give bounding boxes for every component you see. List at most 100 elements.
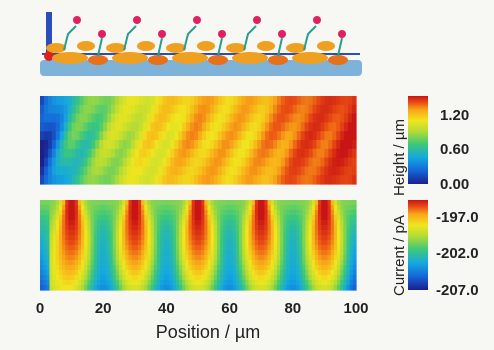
bottom-heatmap-cell — [58, 220, 63, 226]
top-heatmap-cell — [340, 148, 345, 159]
top-heatmap-cell — [229, 166, 235, 176]
bottom-heatmap-cell — [71, 210, 76, 216]
bottom-heatmap-cell — [292, 270, 297, 276]
bottom-heatmap-cell — [343, 205, 348, 211]
bottom-heatmap-cell — [163, 250, 167, 256]
bottom-heatmap-cell — [299, 240, 303, 246]
top-heatmap-cell — [352, 104, 357, 115]
bottom-heatmap-cell — [258, 285, 262, 291]
bottom-heatmap-cell — [204, 235, 209, 241]
bottom-heatmap-cell — [235, 260, 240, 266]
bottom-heatmap-cell — [172, 280, 177, 286]
bottom-heatmap-cell — [210, 250, 215, 256]
bottom-heatmap-cell — [302, 245, 307, 251]
top-heatmap-cell — [348, 96, 353, 106]
top-heatmap-cell — [107, 96, 112, 106]
bottom-heatmap-cell — [311, 220, 316, 226]
bottom-heatmap-cell — [122, 225, 126, 231]
top-heatmap-cell — [348, 113, 353, 123]
bottom-heatmap-cell — [169, 270, 174, 276]
bottom-heatmap-cell — [349, 250, 354, 256]
bottom-heatmap-cell — [49, 220, 54, 226]
bottom-heatmap-cell — [327, 280, 332, 286]
top-heatmap-cell — [229, 148, 235, 159]
top-heatmap-cell — [91, 148, 96, 159]
bottom-heatmap-cell — [248, 220, 253, 226]
bottom-heatmap-cell — [65, 235, 70, 241]
top-heatmap-cell — [198, 166, 203, 176]
bottom-heatmap-cell — [100, 285, 104, 291]
bottom-heatmap-cell — [229, 205, 234, 211]
bottom-heatmap-cell — [144, 280, 149, 286]
bottom-heatmap-cell — [204, 225, 209, 231]
bottom-heatmap-cell — [68, 255, 73, 261]
bottom-heatmap-cell — [115, 270, 120, 276]
bottom-heatmap-cell — [112, 205, 117, 211]
bottom-heatmap-cell — [65, 255, 70, 261]
bottom-heatmap-cell — [100, 235, 104, 241]
bottom-heatmap-cell — [74, 230, 79, 236]
bottom-heatmap-cell — [349, 210, 354, 216]
bottom-heatmap-cell — [40, 275, 44, 281]
bottom-heatmap-cell — [74, 265, 79, 271]
bottom-heatmap-cell — [84, 240, 88, 246]
bottom-heatmap-cell — [273, 230, 278, 236]
top-heatmap-cell — [79, 122, 85, 132]
bottom-heatmap-cell — [77, 220, 82, 226]
bottom-heatmap-cell — [125, 220, 130, 226]
top-heatmap-cell — [209, 157, 215, 167]
bottom-heatmap-cell — [220, 255, 224, 261]
bottom-heatmap-cell — [166, 225, 171, 231]
bottom-heatmap-cell — [65, 280, 70, 286]
bottom-heatmap-cell — [299, 255, 303, 261]
bottom-heatmap-cell — [280, 250, 284, 256]
top-heatmap-cell — [154, 131, 160, 141]
bottom-heatmap-cell — [137, 285, 142, 291]
bottom-heatmap-cell — [318, 200, 322, 206]
top-heatmap-cell — [138, 148, 144, 159]
bottom-heatmap-cell — [254, 200, 259, 206]
top-heatmap-cell — [51, 131, 57, 141]
bottom-heatmap-cell — [232, 285, 237, 291]
top-heatmap-cell — [95, 104, 100, 115]
bottom-heatmap-cell — [93, 280, 98, 286]
bottom-heatmap-cell — [141, 220, 145, 226]
top-heatmap-cell — [304, 175, 310, 185]
bottom-heatmap-cell — [160, 235, 164, 241]
top-heatmap-cell — [292, 113, 298, 123]
bottom-heatmap-cell — [248, 245, 253, 251]
top-heatmap-cell — [186, 104, 191, 115]
top-heatmap-cell — [348, 122, 353, 132]
bottom-heatmap-cell — [46, 215, 51, 221]
bottom-heatmap-cell — [182, 250, 186, 256]
top-heatmap-cell — [87, 113, 92, 123]
top-heatmap-cell — [328, 157, 333, 167]
bottom-heatmap-cell — [74, 260, 79, 266]
bottom-heatmap-cell — [163, 235, 167, 241]
bottom-heatmap-cell — [226, 210, 231, 216]
bottom-heatmap-cell — [210, 205, 215, 211]
bottom-heatmap-cell — [141, 230, 145, 236]
bottom-heatmap-cell — [141, 285, 145, 291]
bottom-heatmap-cell — [147, 210, 152, 216]
bottom-heatmap-cell — [166, 245, 171, 251]
bottom-heatmap-cell — [137, 270, 142, 276]
bottom-heatmap-cell — [198, 280, 202, 286]
bottom-heatmap-cell — [264, 205, 269, 211]
top-heatmap-cell — [190, 122, 195, 132]
bottom-heatmap-cell — [182, 225, 186, 231]
bottom-heatmap-cell — [166, 220, 171, 226]
bottom-heatmap-cell — [220, 230, 224, 236]
bottom-heatmap-cell — [84, 285, 88, 291]
top-heatmap-cell — [316, 175, 322, 185]
bottom-heatmap-cell — [144, 210, 149, 216]
top-heatmap-cell — [194, 140, 199, 150]
top-heatmap-cell — [138, 157, 144, 167]
bottom-heatmap-cell — [182, 235, 186, 241]
bottom-heatmap-cell — [258, 280, 262, 286]
top-heatmap-cell — [43, 140, 49, 150]
bottom-heatmap-cell — [62, 225, 66, 231]
top-heatmap-cell — [122, 122, 128, 132]
bottom-heatmap-cell — [349, 215, 354, 221]
top-heatmap-cell — [217, 122, 223, 132]
